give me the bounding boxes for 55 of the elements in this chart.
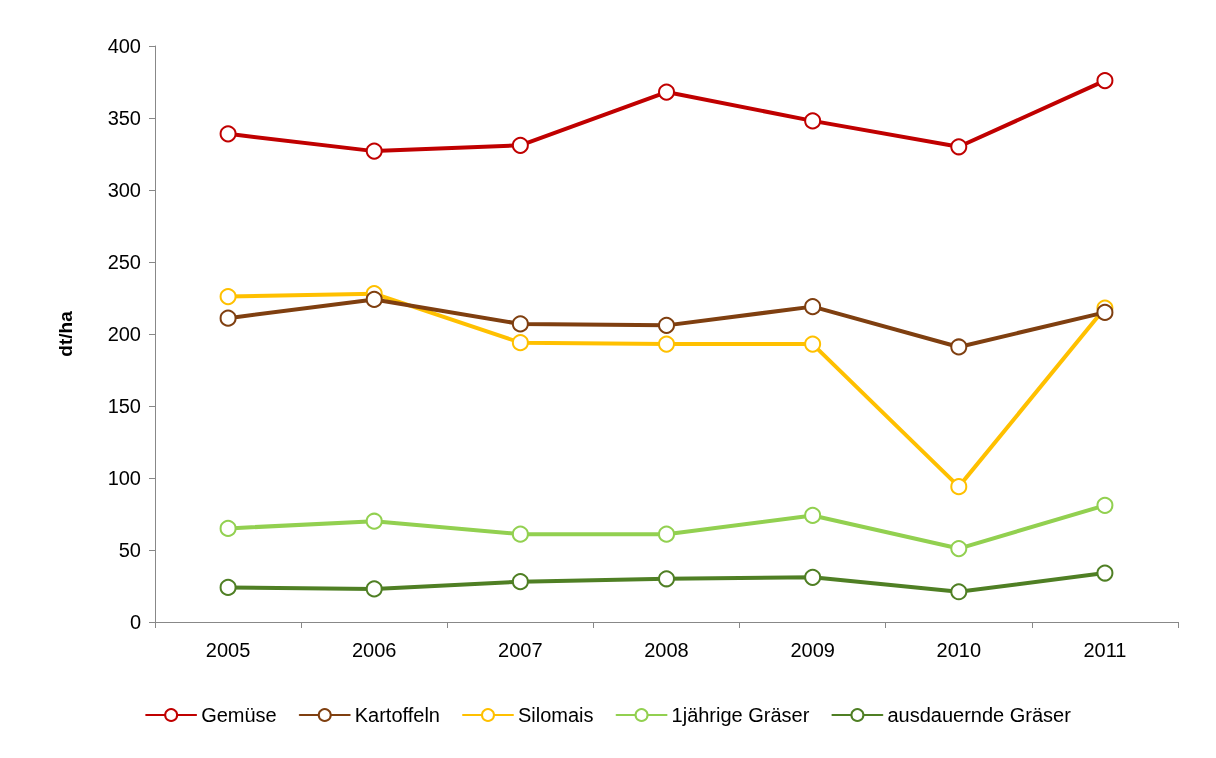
point [511, 525, 529, 543]
legend-label: Silomais [517, 704, 594, 726]
point [1096, 303, 1114, 321]
point [658, 525, 675, 543]
point [511, 334, 529, 352]
x-tick-label: 2008 [644, 639, 689, 661]
x-tick-label: 2005 [205, 639, 251, 661]
point [950, 338, 968, 356]
legend-label: ausdauernde Gräser [887, 704, 1072, 726]
y-tick-label: 100 [107, 467, 141, 489]
point [1096, 564, 1114, 582]
point [804, 298, 822, 316]
point [950, 478, 968, 496]
point [219, 578, 237, 596]
y-axis-title: dt/ha [55, 310, 76, 357]
point [511, 315, 529, 333]
x-tick-label: 2010 [936, 639, 982, 661]
legend-label: Gemüse [201, 704, 277, 726]
point [365, 290, 383, 308]
point [950, 138, 968, 156]
point [804, 506, 822, 524]
point [658, 316, 675, 334]
point [804, 568, 822, 586]
point [1096, 72, 1114, 90]
point [658, 335, 675, 353]
y-tick-label: 150 [107, 395, 141, 417]
y-tick-label: 0 [129, 611, 141, 633]
point [511, 136, 529, 154]
point [365, 512, 383, 530]
point [1096, 496, 1114, 514]
y-tick-label: 350 [107, 107, 141, 129]
y-tick-label: 200 [107, 323, 141, 345]
point [219, 309, 237, 327]
y-tick-label: 300 [107, 179, 141, 201]
point [804, 112, 822, 130]
point [804, 335, 822, 353]
point [219, 288, 237, 306]
y-tick-label: 50 [118, 539, 141, 561]
point [365, 580, 383, 598]
legend-label: 1jährige Gräser [671, 704, 810, 726]
point [219, 519, 237, 537]
point [658, 83, 675, 101]
point [950, 540, 968, 558]
point [365, 142, 383, 160]
x-tick-label: 2007 [498, 639, 543, 661]
x-tick-label: 2009 [790, 639, 835, 661]
legend-label: Kartoffeln [354, 704, 440, 726]
point [950, 583, 968, 601]
y-tick-label: 400 [107, 35, 141, 57]
point [219, 125, 237, 143]
point [511, 573, 529, 591]
point [658, 570, 675, 588]
x-tick-label: 2011 [1083, 639, 1127, 661]
y-tick-label: 250 [107, 251, 141, 273]
x-tick-label: 2006 [351, 639, 397, 661]
